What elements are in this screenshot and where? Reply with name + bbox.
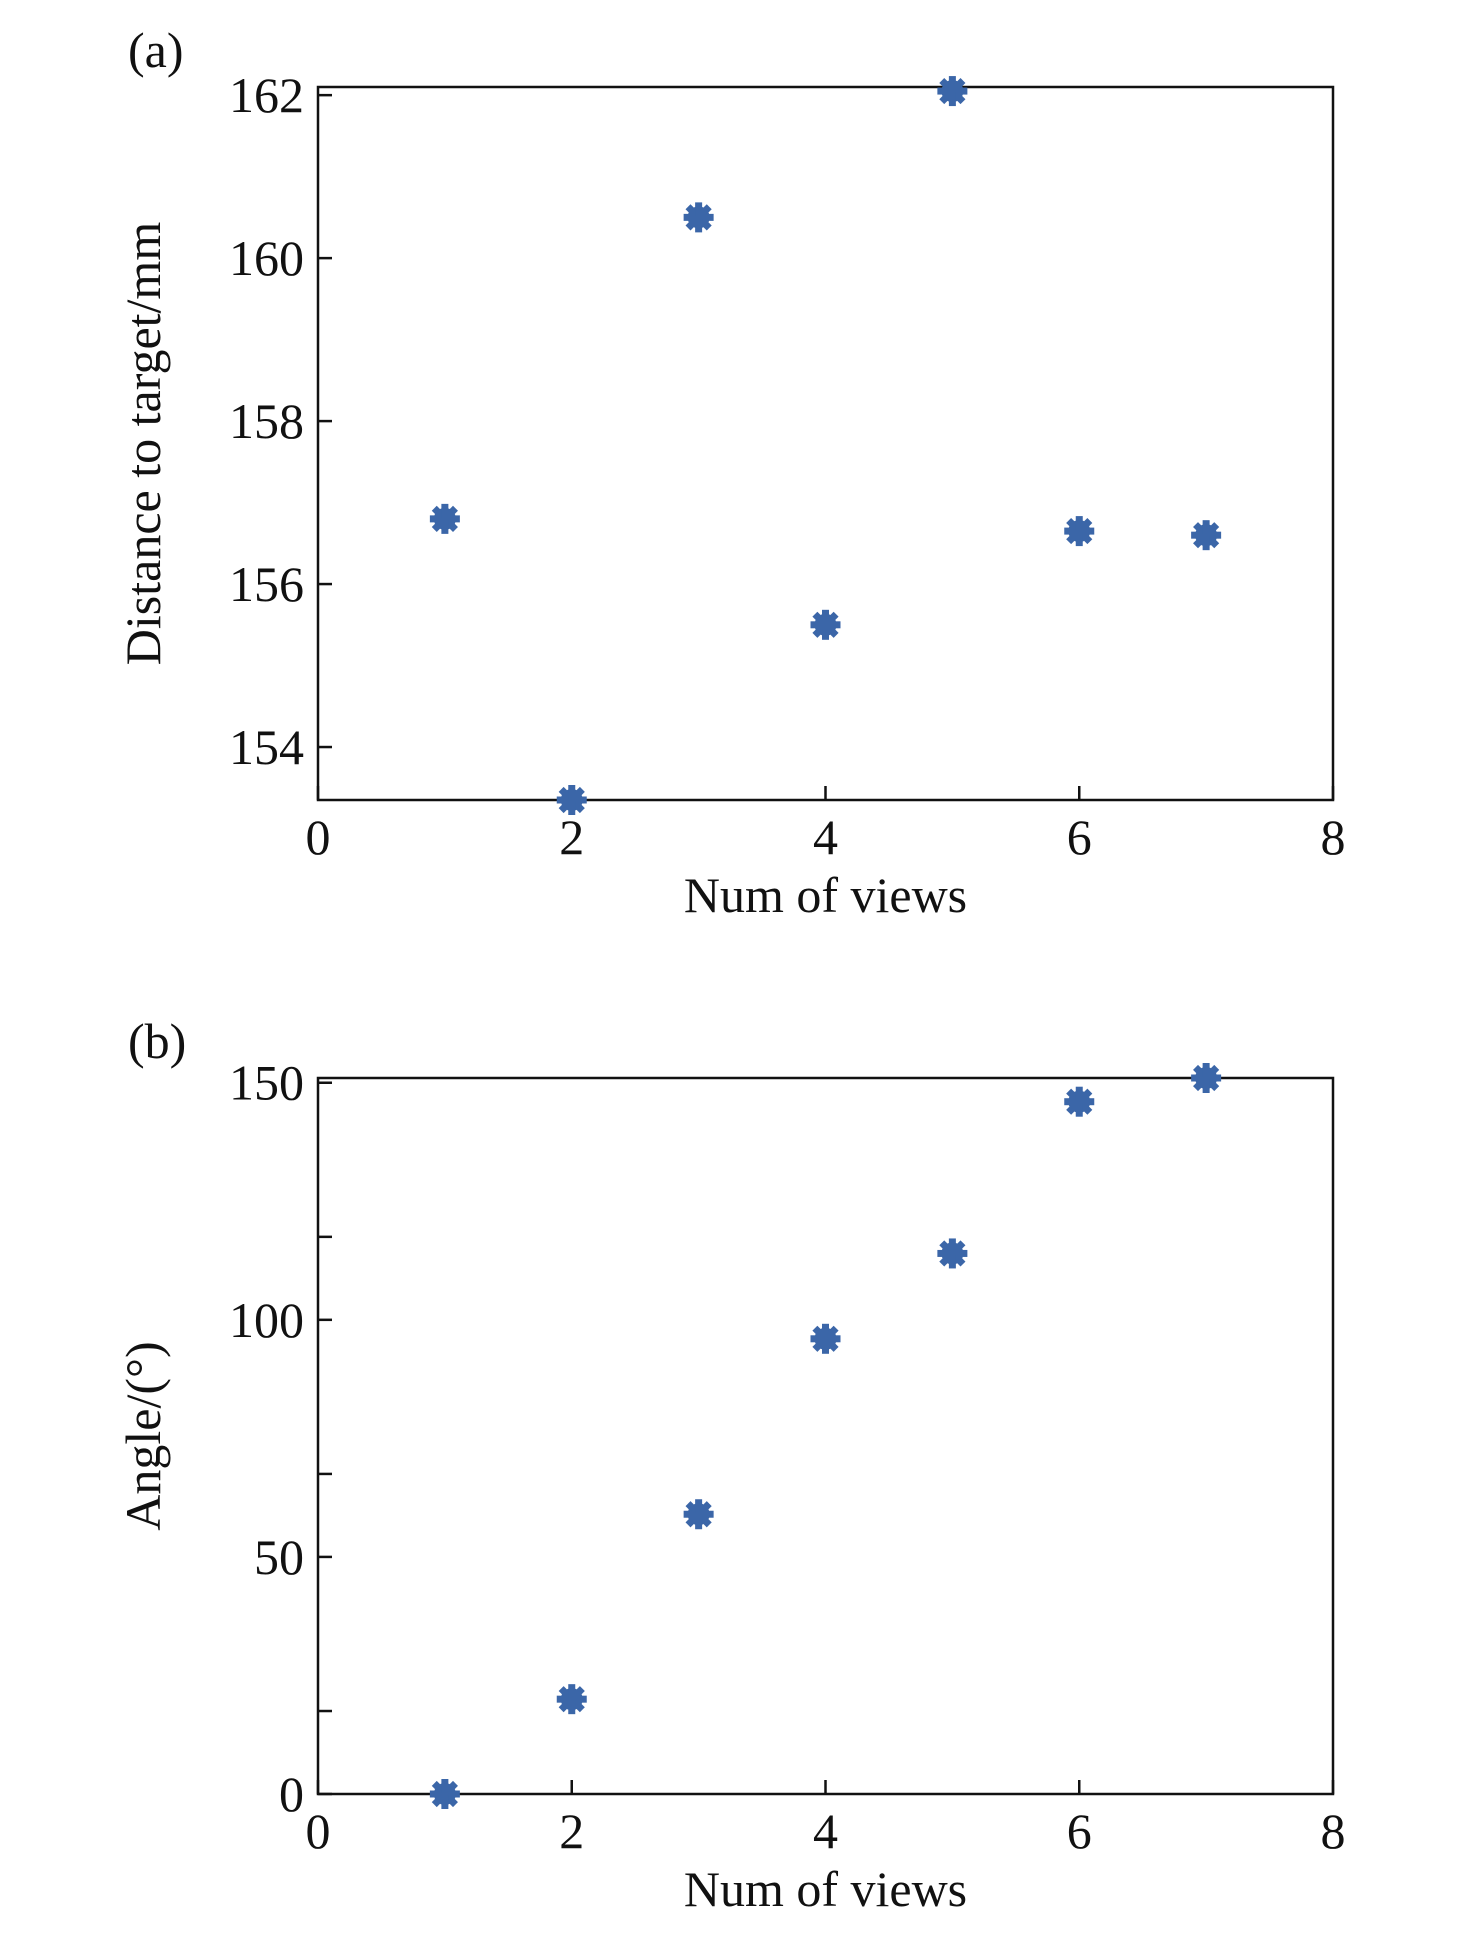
x-tick-label: 6 xyxy=(1067,809,1092,865)
data-point xyxy=(810,609,841,640)
data-point xyxy=(556,1684,587,1715)
x-tick-label: 2 xyxy=(559,1803,584,1859)
x-tick-label: 4 xyxy=(813,1803,838,1859)
y-tick-label: 162 xyxy=(229,67,304,123)
x-tick-label: 0 xyxy=(306,1803,331,1859)
y-tick-label: 156 xyxy=(229,556,304,612)
y-tick-label: 154 xyxy=(229,719,304,775)
data-point xyxy=(1191,1063,1222,1093)
y-axis-label: Angle/(°) xyxy=(115,1341,171,1530)
plot-frame xyxy=(316,1076,1335,1796)
x-tick-label: 0 xyxy=(306,809,331,865)
y-tick-label: 150 xyxy=(229,1055,304,1111)
y-tick-label: 100 xyxy=(229,1292,304,1348)
data-point xyxy=(1064,1086,1095,1117)
data-point xyxy=(1064,516,1095,547)
data-point xyxy=(683,202,714,233)
panel-b: (b) 0 2 4 6 8 0 50 100 150 Num of views Angle/(°) xyxy=(115,1013,1346,1917)
x-tick-label: 6 xyxy=(1067,1803,1092,1859)
x-tick-label: 4 xyxy=(813,809,838,865)
y-tick-label: 160 xyxy=(229,230,304,286)
panel-a: (a) 0 2 4 6 8 154 156 158 160 162 Num of views Dista… xyxy=(115,22,1346,923)
x-tick-label: 8 xyxy=(1321,1803,1346,1859)
y-tick-label: 0 xyxy=(279,1766,304,1822)
data-point xyxy=(1191,520,1222,551)
x-axis-label: Num of views xyxy=(684,867,967,923)
data-point xyxy=(937,1238,968,1269)
data-point xyxy=(556,785,587,815)
y-tick-label: 158 xyxy=(229,393,304,449)
panel-label: (a) xyxy=(128,22,184,78)
plot-frame xyxy=(316,85,1335,802)
data-point xyxy=(429,503,460,534)
y-axis-label: Distance to target/mm xyxy=(115,222,171,666)
data-point xyxy=(683,1499,714,1530)
data-point xyxy=(429,1779,460,1809)
data-point xyxy=(937,76,968,107)
y-tick-label: 50 xyxy=(254,1529,304,1585)
panel-label: (b) xyxy=(128,1013,186,1069)
data-point xyxy=(810,1323,841,1354)
x-tick-label: 8 xyxy=(1321,809,1346,865)
x-tick-label: 2 xyxy=(559,809,584,865)
x-axis-label: Num of views xyxy=(684,1861,967,1917)
